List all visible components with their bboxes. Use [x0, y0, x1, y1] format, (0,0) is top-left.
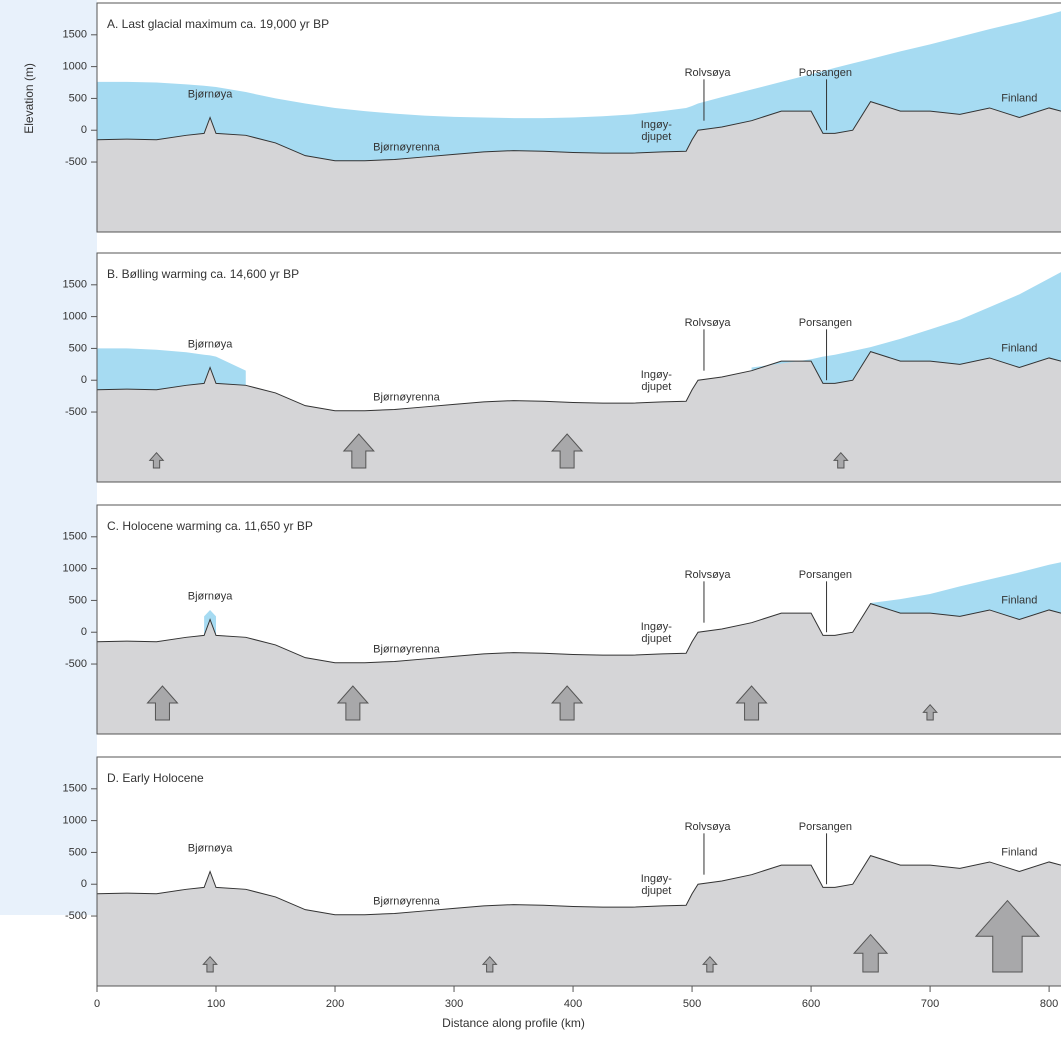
x-tick-label: 200 — [326, 998, 344, 1010]
panel-title: A. Last glacial maximum ca. 19,000 yr BP — [107, 17, 329, 31]
x-tick-label: 100 — [207, 998, 225, 1010]
y-tick-label: 0 — [81, 124, 87, 136]
place-label: Porsangen — [799, 317, 852, 329]
y-tick-label: 1500 — [63, 29, 87, 41]
y-tick-label: 500 — [69, 846, 87, 858]
y-axis-label: Elevation (m) — [22, 63, 36, 134]
place-label: Finland — [1001, 342, 1037, 354]
x-tick-label: 700 — [921, 998, 939, 1010]
place-label: Bjørnøya — [188, 591, 234, 603]
place-label: Porsangen — [799, 821, 852, 833]
y-tick-label: -500 — [65, 406, 87, 418]
place-label: Bjørnøyrenna — [373, 643, 441, 655]
x-tick-label: 300 — [445, 998, 463, 1010]
place-label: Rolvsøya — [685, 67, 732, 79]
place-label: Finland — [1001, 846, 1037, 858]
y-tick-label: 1500 — [63, 279, 87, 291]
place-label: Rolvsøya — [685, 317, 732, 329]
panel-title: B. Bølling warming ca. 14,600 yr BP — [107, 267, 299, 281]
y-tick-label: 1000 — [63, 61, 87, 73]
y-tick-label: 1500 — [63, 531, 87, 543]
x-tick-label: 800 — [1040, 998, 1058, 1010]
place-label: Bjørnøya — [188, 843, 234, 855]
x-tick-label: 600 — [802, 998, 820, 1010]
y-tick-label: 500 — [69, 342, 87, 354]
y-tick-label: 500 — [69, 594, 87, 606]
place-label: Ingøy- — [641, 119, 673, 131]
panel: Bjørnøya Bjørnøyrenna Ingøy-djupet Rolvsøya… — [97, 757, 1061, 986]
place-label: Bjørnøyrenna — [373, 141, 441, 153]
place-label: Porsangen — [799, 569, 852, 581]
place-label: Rolvsøya — [685, 569, 732, 581]
place-label: Bjørnøya — [188, 339, 234, 351]
place-label: Ingøy- — [641, 873, 673, 885]
panel-title: C. Holocene warming ca. 11,650 yr BP — [107, 519, 313, 533]
y-tick-label: 0 — [81, 626, 87, 638]
place-label: Finland — [1001, 92, 1037, 104]
y-tick-label: -500 — [65, 156, 87, 168]
y-tick-label: -500 — [65, 910, 87, 922]
panel: Bjørnøya Bjørnøyrenna Ingøy-djupet Rolvsøya… — [97, 505, 1061, 734]
y-tick-label: 1000 — [63, 311, 87, 323]
panel-title: D. Early Holocene — [107, 771, 204, 785]
x-tick-label: 500 — [683, 998, 701, 1010]
y-tick-label: -500 — [65, 658, 87, 670]
x-axis-label: Distance along profile (km) — [442, 1016, 585, 1030]
place-label: Porsangen — [799, 67, 852, 79]
y-tick-label: 1500 — [63, 783, 87, 795]
place-label: Bjørnøyrenna — [373, 391, 441, 403]
panel: Bjørnøya Bjørnøyrenna Ingøy-djupet Rolvsøya… — [97, 3, 1061, 232]
place-label: djupet — [641, 381, 671, 393]
place-label: djupet — [641, 131, 671, 143]
x-tick-label: 400 — [564, 998, 582, 1010]
y-tick-label: 500 — [69, 92, 87, 104]
x-tick-label: 0 — [94, 998, 100, 1010]
figure: Bjørnøya Bjørnøyrenna Ingøy-djupet Rolvsøya… — [0, 0, 1061, 1040]
place-label: djupet — [641, 885, 671, 897]
y-tick-label: 1000 — [63, 563, 87, 575]
y-tick-label: 0 — [81, 374, 87, 386]
panel: Bjørnøya Bjørnøyrenna Ingøy-djupet Rolvsøya… — [97, 253, 1061, 482]
y-tick-label: 0 — [81, 878, 87, 890]
place-label: Bjørnøya — [188, 89, 234, 101]
place-label: Ingøy- — [641, 621, 673, 633]
place-label: Finland — [1001, 594, 1037, 606]
place-label: Bjørnøyrenna — [373, 895, 441, 907]
place-label: Rolvsøya — [685, 821, 732, 833]
place-label: djupet — [641, 633, 671, 645]
place-label: Ingøy- — [641, 369, 673, 381]
side-band — [0, 0, 97, 915]
y-tick-label: 1000 — [63, 815, 87, 827]
